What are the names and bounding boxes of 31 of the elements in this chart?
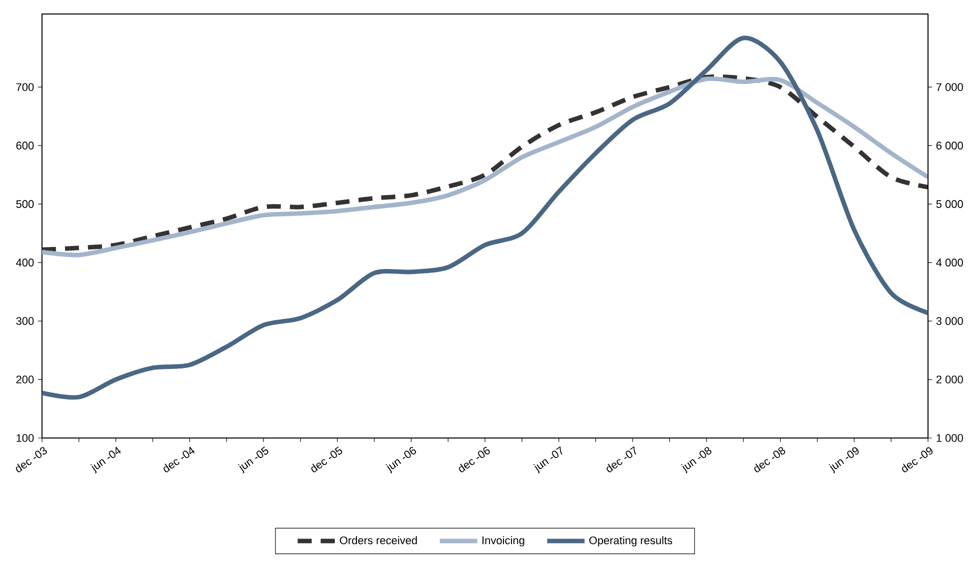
x-tick-label: dec -05 [311,446,342,472]
x-tick-label: jun -07 [533,446,562,474]
y-tick-label: 700 [16,83,34,91]
x-tick-label: dec -06 [458,447,490,472]
legend-label: Invoicing [482,536,524,546]
x-tick-label: dec -08 [754,447,786,472]
y2-tick-label: 2 000 [936,376,963,384]
y2-tick-label: 7 000 [936,83,963,91]
x-tick-label: dec -04 [164,446,195,472]
y-tick-label: 100 [16,434,34,442]
legend-label: Operating results [589,536,672,546]
x-tick-label: jun -06 [386,447,416,474]
y2-tick-label: 6 000 [936,142,963,150]
y-tick-label: 600 [16,142,34,150]
line-series [42,36,928,400]
x-tick-label: jun -04 [90,446,121,474]
x-tick-label: jun -05 [238,446,268,474]
y2-tick-label: 5 000 [936,200,963,208]
x-tick-label: dec -03 [16,447,47,472]
legend-label: Orders received [340,536,417,544]
y-tick-label: 200 [16,376,34,384]
y-tick-label: 500 [16,200,34,208]
y-tick-label: 400 [16,258,34,266]
x-tick-label: dec -09 [902,447,933,472]
x-tick-label: jun -08 [681,447,712,474]
y2-tick-label: 4 000 [936,258,963,266]
x-tick-label: jun -09 [828,447,859,474]
y2-tick-label: 1 000 [936,434,963,442]
y-tick-label: 300 [16,317,34,325]
x-tick-label: dec -07 [606,446,636,472]
y2-tick-label: 3 000 [936,317,963,325]
